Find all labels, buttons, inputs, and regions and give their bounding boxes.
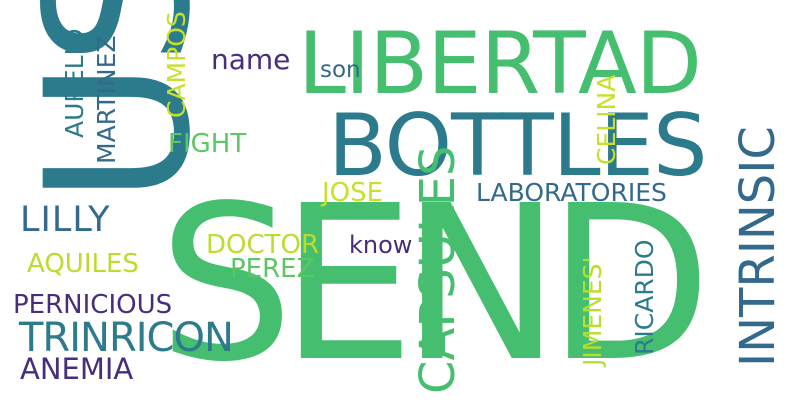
word-trinricon: TRINRICON — [19, 315, 234, 361]
word-send: SEND — [158, 160, 712, 405]
word-know: know — [349, 231, 413, 259]
word-libertad: LIBERTAD — [298, 14, 702, 114]
word-perez: PEREZ — [230, 254, 315, 284]
word-celina: CELINA — [592, 74, 621, 165]
word-aquiles: AQUILES — [27, 249, 139, 279]
word-aurelio: AURELIO — [60, 28, 89, 138]
word-anemia: ANEMIA — [20, 352, 134, 386]
word-martinez: MARTINEZ — [92, 35, 121, 165]
word-ricardo: RICARDO — [630, 239, 659, 355]
word-jimenes: JIMENES' — [578, 256, 607, 366]
word-intrinsic: INTRINSIC — [730, 126, 786, 367]
word-jose: JOSE — [322, 178, 384, 208]
word-lilly: LILLY — [20, 200, 111, 240]
word-son: son — [320, 57, 361, 83]
word-doctor: DOCTOR — [206, 230, 320, 260]
word-capsules: CAPSULES — [410, 145, 466, 394]
word-fight: FIGHT — [168, 129, 247, 159]
word-pernicious: PERNICIOUS — [13, 290, 173, 320]
word-laboratories: LABORATORIES — [476, 178, 667, 207]
word-bottles: BOTTLES — [328, 96, 708, 196]
word-campos: CAMPOS — [162, 11, 191, 118]
word-name: name — [211, 43, 291, 76]
